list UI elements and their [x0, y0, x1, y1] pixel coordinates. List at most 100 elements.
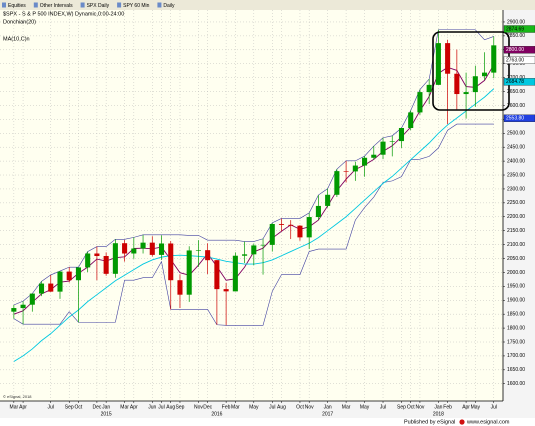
toolbar	[0, 0, 535, 10]
candle-body	[223, 289, 229, 292]
candle-body	[38, 283, 45, 294]
candle-body	[315, 205, 321, 218]
candle-body	[380, 141, 386, 155]
toolbar-icon	[80, 2, 85, 8]
x-tick-label: Mar	[120, 404, 129, 410]
price-tag-label: 2763.00	[506, 57, 524, 63]
candle-body	[112, 243, 118, 274]
x-tick-label: May	[471, 404, 481, 410]
x-year-label: 2018	[433, 411, 444, 417]
copyright: © eSignal, 2018	[3, 394, 32, 399]
candle-body	[463, 92, 469, 95]
study-label: Donchian(20)	[3, 19, 36, 25]
y-tick-label: 2150.00	[507, 228, 525, 234]
x-tick-label: Nov	[194, 404, 203, 410]
toolbar-item[interactable]: Equities	[8, 3, 26, 9]
footer-published: Published by eSignal	[404, 419, 455, 425]
x-tick-label: Sep	[176, 404, 185, 410]
x-tick-label: Mar	[10, 404, 19, 410]
price-tag-label: 2684.78	[506, 79, 524, 85]
y-tick-label: 1750.00	[507, 339, 525, 345]
candle-body	[435, 43, 441, 85]
candle-body	[482, 72, 488, 77]
candle-body	[131, 248, 137, 254]
candle-body	[214, 260, 220, 290]
candle-body	[325, 194, 331, 206]
x-tick-label: Oct	[407, 404, 415, 410]
x-year-label: 2016	[211, 411, 222, 417]
price-tag	[503, 56, 535, 64]
candle-body	[122, 243, 128, 254]
x-tick-label: Jul	[158, 404, 164, 410]
candle-body	[48, 283, 54, 292]
x-tick-label: Mar	[231, 404, 240, 410]
candle-body	[417, 92, 423, 113]
highlight-box	[432, 31, 510, 111]
footer-site[interactable]: www.esignal.com	[466, 419, 510, 425]
candle-body	[75, 267, 81, 281]
x-tick-label: Jan	[102, 404, 110, 410]
x-tick-label: Nov	[305, 404, 314, 410]
x-tick-label: Jul	[380, 404, 386, 410]
x-tick-label: Jul	[269, 404, 275, 410]
toolbar-item[interactable]: SPY 60 Min	[123, 3, 150, 9]
toolbar-icon	[117, 2, 122, 8]
chart-title: $SPX - S & P 500 INDEX,W) Dynamic,0:00-2…	[3, 11, 124, 17]
price-tag	[503, 46, 535, 54]
candle-body	[57, 271, 63, 292]
candle-body	[371, 154, 377, 158]
x-tick-label: Feb	[443, 404, 452, 410]
x-tick-label: Aug	[277, 404, 286, 410]
x-tick-label: Apr	[462, 404, 470, 410]
toolbar-icon	[33, 2, 38, 8]
candle-body	[472, 76, 478, 93]
candle-body	[297, 225, 303, 238]
x-tick-label: Jan	[434, 404, 442, 410]
x-tick-label: Jul	[48, 404, 54, 410]
candle-body	[426, 84, 432, 93]
x-tick-label: May	[249, 404, 259, 410]
candle-body	[334, 171, 340, 195]
x-tick-label: Sep	[397, 404, 406, 410]
candle-body	[94, 253, 100, 257]
y-tick-label: 2700.00	[507, 75, 525, 81]
candle-body	[408, 112, 414, 128]
candle-body	[389, 141, 395, 142]
y-tick-label: 1900.00	[507, 298, 525, 304]
y-tick-label: 2450.00	[507, 145, 525, 151]
x-tick-label: Mar	[342, 404, 351, 410]
toolbar-item[interactable]: Daily	[163, 3, 175, 9]
y-tick-label: 2350.00	[507, 172, 525, 178]
candle-body	[168, 243, 174, 281]
axis-labels: 1600.00 1650.00 1700.00 1750.00 1800.00 1850.…	[10, 19, 535, 417]
toolbar-item[interactable]: SPX Daily	[87, 3, 110, 9]
toolbar-items: Equities Other Intervals SPX Daily SPY 60 M…	[2, 2, 175, 9]
y-tick-label: 1700.00	[507, 353, 525, 359]
study-line	[13, 123, 494, 326]
candle-body	[66, 271, 72, 281]
candle-body	[11, 308, 17, 312]
candle-body	[103, 256, 109, 274]
x-tick-label: Apr	[130, 404, 138, 410]
price-tag	[503, 114, 535, 122]
candle-body	[158, 243, 165, 255]
toolbar-icon	[157, 2, 162, 8]
y-tick-label: 2200.00	[507, 214, 525, 220]
x-tick-label: Jan	[324, 404, 332, 410]
y-tick-label: 2300.00	[507, 186, 525, 192]
y-tick-label: 2250.00	[507, 200, 525, 206]
y-tick-label: 1800.00	[507, 325, 525, 331]
toolbar-item[interactable]: Other Intervals	[40, 3, 73, 9]
x-tick-label: Dec	[92, 404, 101, 410]
candles	[11, 29, 497, 326]
y-tick-label: 2500.00	[507, 131, 525, 137]
candle-body	[186, 250, 192, 295]
price-tag	[503, 78, 535, 86]
candle-body	[288, 224, 294, 226]
y-tick-label: 2900.00	[507, 19, 525, 25]
candle-body	[491, 45, 497, 73]
candle-body	[29, 293, 35, 305]
candle-body	[177, 280, 183, 295]
x-tick-label: Aug	[166, 404, 175, 410]
y-tick-label: 2750.00	[507, 61, 525, 67]
